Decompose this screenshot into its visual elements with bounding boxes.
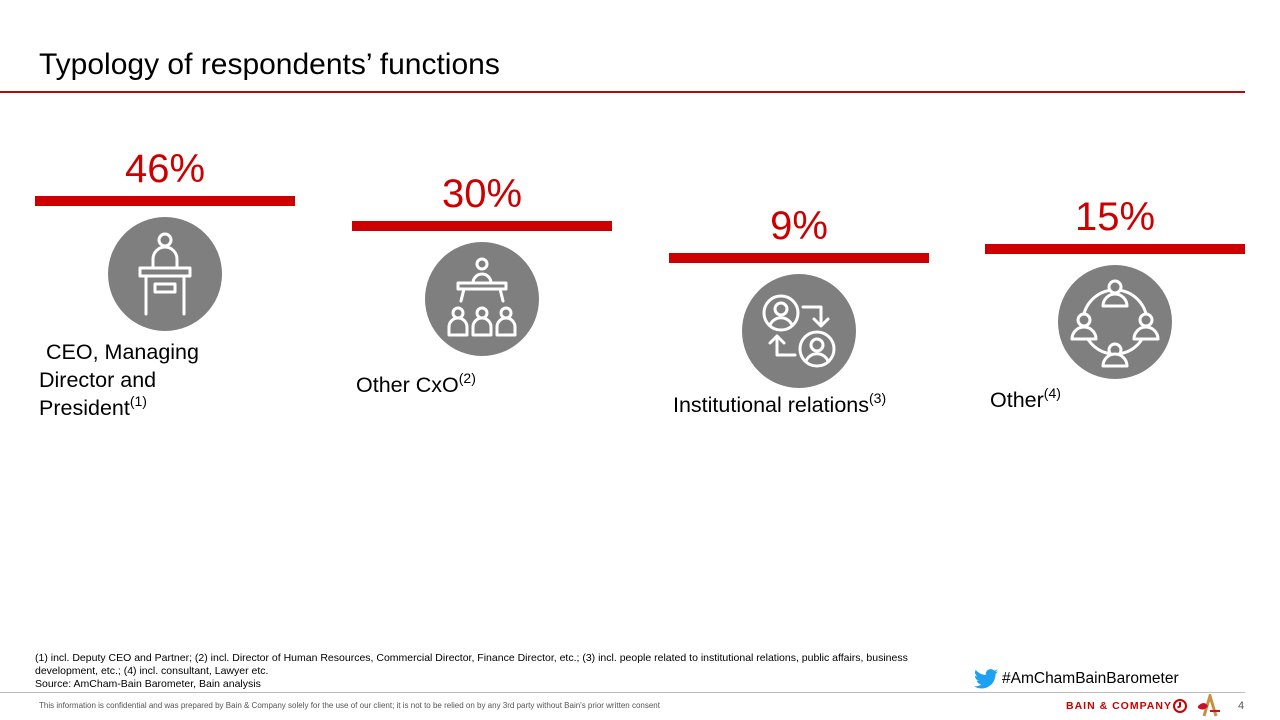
page-title: Typology of respondents’ functions bbox=[39, 48, 500, 81]
value-bar bbox=[985, 244, 1245, 254]
value-label: 9% bbox=[770, 204, 828, 248]
category-label-line: President bbox=[39, 396, 130, 420]
category-label-line: Director and bbox=[39, 368, 157, 392]
footer-divider bbox=[0, 692, 1245, 693]
presenter-podium-icon bbox=[108, 217, 222, 331]
category-label: CEO, Managing Director and President(1) bbox=[39, 338, 199, 422]
amcham-logo-icon bbox=[1198, 694, 1220, 717]
category-label-line: Other bbox=[990, 388, 1044, 412]
bain-clock-icon bbox=[1173, 699, 1187, 713]
twitter-bird-icon bbox=[974, 669, 998, 689]
category-label-last-line: Other(4) bbox=[990, 386, 1061, 414]
value-label: 30% bbox=[441, 172, 523, 216]
exchange-people-icon bbox=[742, 274, 856, 388]
leader-team-icon bbox=[425, 242, 539, 356]
source-note: Source: AmCham-Bain Barometer, Bain anal… bbox=[35, 678, 261, 690]
value-bar bbox=[352, 221, 612, 231]
hashtag-text: #AmChamBainBarometer bbox=[1002, 670, 1179, 687]
category-label-line: Institutional relations bbox=[673, 393, 869, 417]
bain-company-logo: BAIN & COMPANY bbox=[1066, 700, 1172, 712]
footnote-ref: (1) bbox=[129, 393, 147, 409]
people-circle-icon bbox=[1058, 265, 1172, 379]
footnote-ref: (4) bbox=[1043, 385, 1061, 401]
value-bar bbox=[35, 196, 295, 206]
category-label: Other CxO(2) bbox=[356, 371, 476, 399]
confidentiality-notice: This information is confidential and was… bbox=[39, 701, 660, 710]
category-label-last-line: Institutional relations(3) bbox=[673, 391, 886, 419]
category-label: Institutional relations(3) bbox=[673, 391, 886, 419]
category-label-last-line: Other CxO(2) bbox=[356, 371, 476, 399]
footnote-ref: (3) bbox=[869, 390, 887, 406]
category-label-last-line: President(1) bbox=[39, 394, 199, 422]
value-label: 46% bbox=[124, 147, 206, 191]
footnote-line-2: development, etc.; (4) incl. consultant,… bbox=[35, 665, 269, 677]
footnote-ref: (2) bbox=[458, 370, 476, 386]
category-label: Other(4) bbox=[990, 386, 1061, 414]
value-bar bbox=[669, 253, 929, 263]
page-number: 4 bbox=[1238, 700, 1245, 712]
footnote-line-1: (1) incl. Deputy CEO and Partner; (2) in… bbox=[35, 652, 908, 664]
footnotes: (1) incl. Deputy CEO and Partner; (2) in… bbox=[35, 652, 955, 691]
value-label: 15% bbox=[1074, 195, 1156, 239]
category-label-line: Other CxO bbox=[356, 373, 459, 397]
hashtag-block: #AmChamBainBarometer bbox=[974, 668, 1179, 690]
title-divider bbox=[0, 91, 1245, 93]
category-label-line: CEO, Managing bbox=[46, 340, 199, 364]
